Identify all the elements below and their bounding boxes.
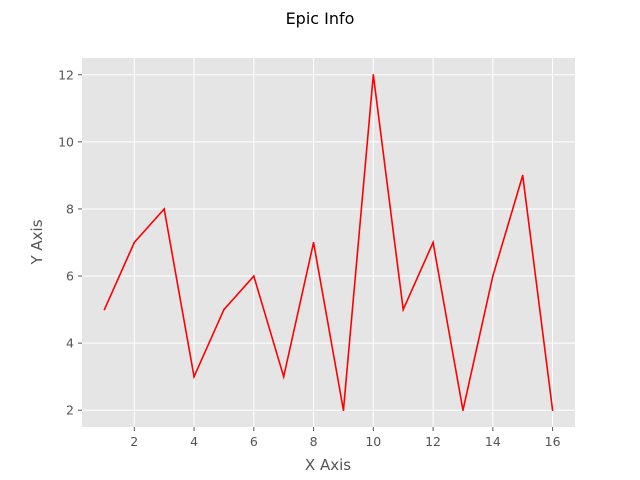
y-axis: 2 4 6 8 10 12 (58, 67, 82, 418)
data-point (223, 308, 225, 311)
data-point (342, 409, 345, 412)
x-tick-label: 6 (250, 434, 258, 449)
x-tick-label: 14 (485, 434, 501, 449)
y-tick-label: 12 (58, 67, 74, 82)
data-point (432, 241, 434, 244)
series-layer (103, 73, 554, 412)
y-tick-label: 8 (66, 201, 74, 216)
x-axis: 2 4 6 8 10 12 14 16 (130, 427, 561, 449)
y-tick-label: 10 (58, 134, 74, 149)
x-tick-label: 4 (190, 434, 198, 449)
x-tick-label: 8 (310, 434, 318, 449)
y-tick-label: 6 (66, 269, 74, 284)
chart-title: Epic Info (286, 9, 355, 28)
x-tick-label: 16 (545, 434, 561, 449)
x-tick-label: 12 (425, 434, 441, 449)
y-tick-label: 2 (66, 403, 74, 418)
data-point (521, 174, 524, 177)
x-tick-label: 2 (130, 434, 138, 449)
data-point (163, 208, 165, 210)
data-point (462, 409, 464, 412)
plot-area (82, 58, 575, 427)
series-line (103, 74, 554, 411)
y-axis-label: Y Axis (28, 219, 46, 265)
x-axis-label: X Axis (305, 456, 351, 474)
data-point (193, 375, 195, 378)
data-point (492, 275, 494, 277)
x-tick-label: 10 (365, 434, 381, 449)
data-point (312, 241, 315, 244)
data-point (402, 308, 404, 311)
data-point (282, 375, 285, 378)
data-point (372, 73, 375, 76)
y-tick-label: 4 (66, 336, 74, 351)
data-point (551, 409, 554, 412)
data-point (133, 241, 136, 244)
data-point (103, 308, 106, 311)
data-point (253, 275, 255, 277)
